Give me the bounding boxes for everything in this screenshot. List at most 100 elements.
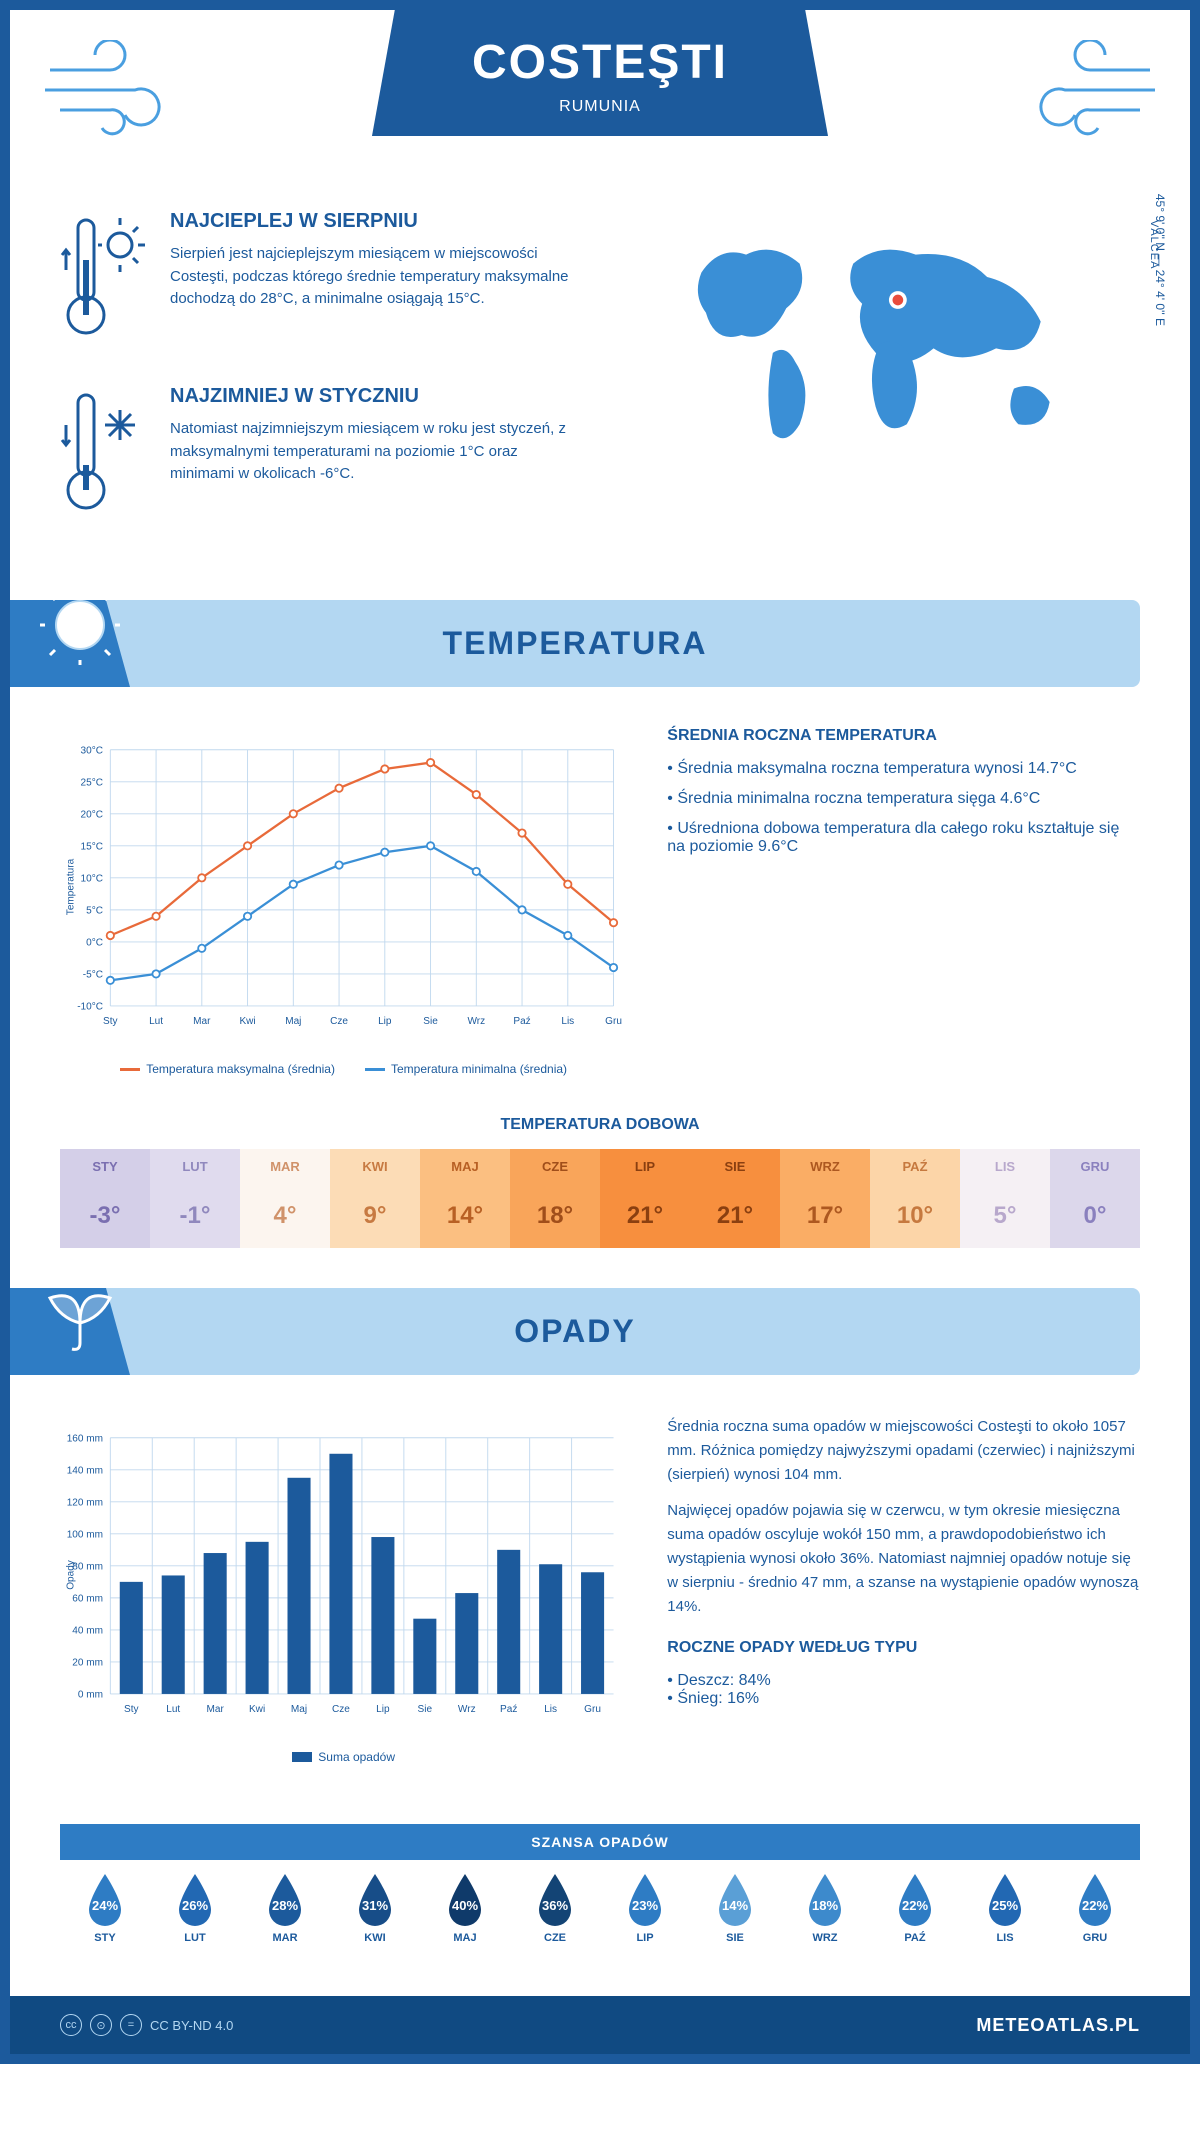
precip-bar-chart: 0 mm20 mm40 mm60 mm80 mm100 mm120 mm140 … (60, 1415, 627, 1735)
precip-legend: Suma opadów (60, 1750, 627, 1764)
precip-title: OPADY (514, 1313, 635, 1349)
daily-temp-cell: STY-3° (60, 1149, 150, 1248)
chance-month: LIS (960, 1932, 1050, 1944)
coords-label: 45° 9' 0'' N — 24° 4' 0'' E (1153, 194, 1167, 326)
title-ribbon: COSTEŞTI RUMUNIA (372, 10, 828, 136)
svg-text:Gru: Gru (584, 1704, 601, 1715)
chance-cell: 25% LIS (960, 1860, 1050, 1956)
precip-chance: SZANSA OPADÓW 24%STY26%LUT28%MAR31%KWI40… (60, 1824, 1140, 1956)
svg-text:18%: 18% (812, 1898, 838, 1913)
svg-text:-10°C: -10°C (77, 1002, 103, 1013)
precip-type-item: Deszcz: 84% (667, 1672, 1140, 1690)
nd-icon: = (120, 2014, 142, 2036)
precip-chart-area: 0 mm20 mm40 mm60 mm80 mm100 mm120 mm140 … (60, 1415, 627, 1764)
svg-text:22%: 22% (1082, 1898, 1108, 1913)
daily-value: 9° (330, 1184, 420, 1248)
chance-month: KWI (330, 1932, 420, 1944)
svg-text:Lis: Lis (544, 1704, 557, 1715)
daily-month: GRU (1050, 1149, 1140, 1184)
raindrop-icon: 22% (893, 1872, 937, 1926)
cold-info-block: NAJZIMNIEJ W STYCZNIU Natomiast najzimni… (60, 385, 580, 530)
daily-month: MAJ (420, 1149, 510, 1184)
svg-text:Mar: Mar (193, 1016, 211, 1027)
svg-text:20°C: 20°C (81, 809, 103, 820)
daily-month: CZE (510, 1149, 600, 1184)
daily-month: LUT (150, 1149, 240, 1184)
chance-cell: 18%WRZ (780, 1860, 870, 1956)
chance-cell: 14%SIE (690, 1860, 780, 1956)
raindrop-icon: 28% (263, 1872, 307, 1926)
svg-text:Sty: Sty (124, 1704, 139, 1715)
chance-month: LUT (150, 1932, 240, 1944)
annual-item: Uśredniona dobowa temperatura dla całego… (667, 820, 1140, 856)
daily-value: 0° (1050, 1184, 1140, 1248)
svg-text:Cze: Cze (330, 1016, 348, 1027)
license-block: cc ⊙ = CC BY-ND 4.0 (60, 2014, 233, 2036)
daily-month: PAŹ (870, 1149, 960, 1184)
daily-temp-cell: MAR4° (240, 1149, 330, 1248)
chance-cell: 23%LIP (600, 1860, 690, 1956)
chance-month: MAR (240, 1932, 330, 1944)
map-marker-icon (889, 291, 907, 309)
legend-precip: Suma opadów (292, 1750, 395, 1764)
daily-temp: TEMPERATURA DOBOWA STY-3°LUT-1°MAR4°KWI9… (10, 1116, 1190, 1288)
legend-min: Temperatura minimalna (średnia) (365, 1062, 567, 1076)
legend-max: Temperatura maksymalna (średnia) (120, 1062, 335, 1076)
daily-value: 21° (690, 1184, 780, 1248)
intro-section: NAJCIEPLEJ W SIERPNIU Sierpień jest najc… (10, 190, 1190, 600)
svg-text:Wrz: Wrz (458, 1704, 476, 1715)
svg-text:160 mm: 160 mm (67, 1433, 103, 1444)
svg-text:Sie: Sie (418, 1704, 433, 1715)
daily-value: 18° (510, 1184, 600, 1248)
svg-text:Paź: Paź (513, 1016, 530, 1027)
raindrop-icon: 25% (983, 1872, 1027, 1926)
svg-text:Temperatura: Temperatura (66, 858, 77, 915)
daily-month: WRZ (780, 1149, 870, 1184)
daily-value: 4° (240, 1184, 330, 1248)
svg-text:140 mm: 140 mm (67, 1465, 103, 1476)
svg-text:30°C: 30°C (81, 745, 103, 756)
raindrop-icon: 36% (533, 1872, 577, 1926)
thermometer-sun-icon (60, 210, 150, 355)
annual-temp-list: Średnia maksymalna roczna temperatura wy… (667, 760, 1140, 856)
chance-month: MAJ (420, 1932, 510, 1944)
temperature-header: TEMPERATURA (10, 600, 1140, 687)
cold-title: NAJZIMNIEJ W STYCZNIU (170, 385, 580, 408)
temp-text-area: ŚREDNIA ROCZNA TEMPERATURA Średnia maksy… (667, 727, 1140, 1076)
temperature-line-chart: -10°C-5°C0°C5°C10°C15°C20°C25°C30°CStyLu… (60, 727, 627, 1047)
daily-month: STY (60, 1149, 150, 1184)
raindrop-icon: 18% (803, 1872, 847, 1926)
cold-info-text: NAJZIMNIEJ W STYCZNIU Natomiast najzimni… (170, 385, 580, 530)
chance-cell: 22% GRU (1050, 1860, 1140, 1956)
daily-value: 5° (960, 1184, 1050, 1248)
svg-text:40%: 40% (452, 1898, 478, 1913)
daily-month: LIP (600, 1149, 690, 1184)
svg-text:22%: 22% (902, 1898, 928, 1913)
svg-text:24%: 24% (92, 1898, 118, 1913)
precip-type-title: ROCZNE OPADY WEDŁUG TYPU (667, 1639, 1140, 1657)
temperature-title: TEMPERATURA (443, 625, 708, 661)
daily-month: KWI (330, 1149, 420, 1184)
raindrop-icon: 24% (83, 1872, 127, 1926)
precip-text-2: Najwięcej opadów pojawia się w czerwcu, … (667, 1499, 1140, 1619)
daily-month: MAR (240, 1149, 330, 1184)
chance-month: GRU (1050, 1932, 1140, 1944)
temp-legend: Temperatura maksymalna (średnia) Tempera… (60, 1062, 627, 1076)
svg-text:Kwi: Kwi (239, 1016, 255, 1027)
legend-precip-label: Suma opadów (318, 1750, 395, 1764)
temperature-body: -10°C-5°C0°C5°C10°C15°C20°C25°C30°CStyLu… (10, 687, 1190, 1116)
legend-precip-swatch (292, 1752, 312, 1762)
svg-text:26%: 26% (182, 1898, 208, 1913)
chance-month: LIP (600, 1932, 690, 1944)
chance-cell: 36%CZE (510, 1860, 600, 1956)
svg-text:Wrz: Wrz (467, 1016, 485, 1027)
daily-temp-title: TEMPERATURA DOBOWA (60, 1116, 1140, 1134)
daily-temp-cell: MAJ14° (420, 1149, 510, 1248)
sun-icon (40, 585, 120, 665)
country-name: RUMUNIA (472, 98, 728, 116)
precip-body: 0 mm20 mm40 mm60 mm80 mm100 mm120 mm140 … (10, 1375, 1190, 1804)
svg-text:36%: 36% (542, 1898, 568, 1913)
chance-grid: 24%STY26%LUT28%MAR31%KWI40%MAJ36%CZE23%L… (60, 1860, 1140, 1956)
precip-type-item: Śnieg: 16% (667, 1690, 1140, 1708)
daily-month: LIS (960, 1149, 1050, 1184)
